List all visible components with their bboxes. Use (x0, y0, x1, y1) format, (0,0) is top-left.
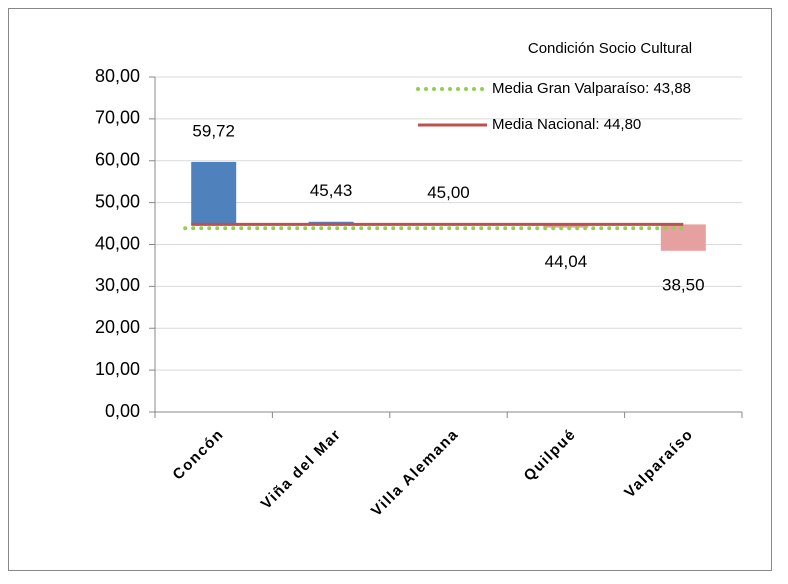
value-label: 44,04 (545, 252, 588, 271)
value-label: 59,72 (192, 121, 235, 140)
legend-label: Media Nacional: 44,80 (492, 116, 641, 133)
y-tick-label: 20,00 (95, 317, 140, 337)
y-tick-label: 70,00 (95, 108, 140, 128)
value-label: 45,00 (427, 183, 470, 202)
chart-border (8, 8, 772, 571)
legend-label: Media Gran Valparaíso: 43,88 (492, 80, 691, 97)
y-tick-label: 30,00 (95, 275, 140, 295)
y-tick-label: 80,00 (95, 66, 140, 86)
bar (660, 224, 706, 251)
value-label: 38,50 (662, 275, 705, 294)
y-tick-label: 40,00 (95, 233, 140, 253)
bar (543, 224, 589, 228)
y-tick-label: 50,00 (95, 191, 140, 211)
y-tick-label: 10,00 (95, 359, 140, 379)
legend-title: Condición Socio Cultural (528, 40, 692, 57)
bar (191, 161, 237, 225)
y-tick-label: 0,00 (105, 401, 140, 421)
y-tick-label: 60,00 (95, 150, 140, 170)
value-label: 45,43 (310, 181, 353, 200)
